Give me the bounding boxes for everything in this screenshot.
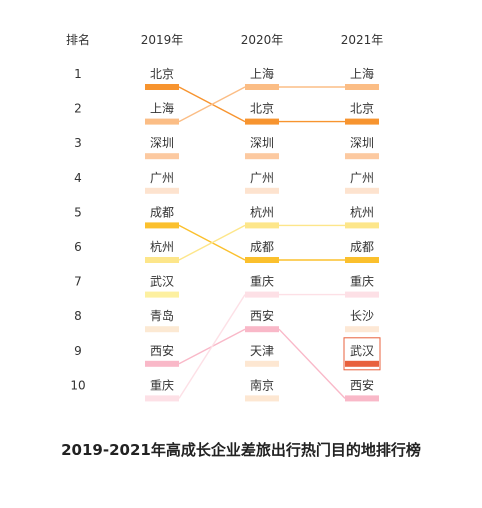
- rank-bar: [245, 118, 279, 125]
- rank-column-header: 排名: [66, 32, 90, 47]
- chart-title: 2019-2021年高成长企业差旅出行热门目的地排行榜: [61, 441, 421, 459]
- rank-label: 10: [70, 378, 85, 392]
- rank-label: 4: [74, 171, 82, 185]
- rank-bar: [145, 222, 179, 229]
- rank-bar: [145, 291, 179, 298]
- rank-bar: [245, 257, 279, 263]
- rank-bar: [145, 153, 179, 160]
- rank-bar: [245, 84, 279, 90]
- city-label: 上海: [250, 66, 274, 81]
- city-label: 深圳: [350, 136, 374, 150]
- rank-label: 8: [74, 309, 82, 323]
- city-label: 杭州: [150, 239, 174, 254]
- flow-line: [178, 224, 246, 261]
- city-label: 南京: [250, 377, 274, 392]
- city-label: 重庆: [350, 275, 374, 289]
- rank-label: 2: [74, 102, 82, 116]
- city-label: 深圳: [250, 136, 274, 150]
- rank-bar: [145, 187, 179, 194]
- city-label: 北京: [350, 102, 374, 116]
- rank-bar: [245, 153, 279, 160]
- city-label: 北京: [250, 102, 274, 116]
- city-label: 广州: [350, 171, 374, 185]
- rank-bar: [345, 222, 379, 229]
- rank-bar: [345, 291, 379, 298]
- year-headers: 2019年 2020年 2021年: [141, 33, 384, 47]
- city-label: 北京: [150, 67, 174, 81]
- city-label: 广州: [150, 171, 174, 185]
- rank-labels: 1 2 3 4 5 6 7 8 9 10: [70, 67, 85, 392]
- rank-bar: [245, 291, 279, 298]
- city-label: 重庆: [150, 378, 174, 392]
- city-label: 成都: [150, 205, 174, 219]
- rank-bar: [145, 118, 179, 125]
- city-label: 青岛: [150, 308, 174, 323]
- rank-bar: [345, 395, 379, 402]
- flow-line: [178, 86, 246, 123]
- city-label: 西安: [250, 308, 274, 323]
- rank-label: 3: [74, 136, 82, 150]
- rank-label: 9: [74, 344, 82, 358]
- rank-bar: [345, 360, 379, 367]
- rank-bar: [245, 326, 279, 333]
- rank-bar: [145, 84, 179, 90]
- rank-bar: [145, 257, 179, 263]
- highlight-box: [343, 337, 381, 371]
- rank-bars: [145, 84, 381, 402]
- city-labels: 北京上海深圳广州成都杭州武汉青岛西安重庆上海北京深圳广州杭州成都重庆西安天津南京…: [150, 66, 374, 392]
- rank-label: 6: [74, 240, 82, 254]
- rank-bar: [245, 222, 279, 229]
- rank-bar: [145, 360, 179, 367]
- city-label: 重庆: [250, 275, 274, 289]
- city-label: 成都: [350, 240, 374, 254]
- rank-bar: [145, 326, 179, 333]
- flow-line: [278, 328, 346, 399]
- rank-bar: [345, 187, 379, 194]
- flow-line: [178, 294, 246, 399]
- rank-label: 7: [74, 275, 82, 289]
- city-label: 成都: [250, 240, 274, 254]
- city-label: 广州: [250, 171, 274, 185]
- year-header: 2021年: [341, 33, 384, 47]
- rank-bar: [245, 187, 279, 194]
- flow-lines: [178, 86, 346, 399]
- city-label: 杭州: [350, 204, 374, 219]
- city-label: 天津: [250, 344, 274, 358]
- city-label: 上海: [350, 66, 374, 81]
- city-label: 深圳: [150, 136, 174, 150]
- city-label: 武汉: [150, 275, 174, 289]
- rank-label: 5: [74, 205, 82, 219]
- rank-bar: [245, 360, 279, 367]
- year-header: 2019年: [141, 33, 184, 47]
- city-label: 上海: [150, 101, 174, 116]
- rank-bar: [345, 257, 379, 263]
- city-label: 长沙: [350, 309, 374, 323]
- rank-bar: [245, 395, 279, 402]
- rank-bar: [345, 84, 379, 90]
- city-label: 西安: [350, 377, 374, 392]
- rank-bar: [345, 326, 379, 333]
- year-header: 2020年: [241, 33, 284, 47]
- city-label: 杭州: [250, 204, 274, 219]
- city-label: 武汉: [350, 344, 374, 358]
- city-label: 西安: [150, 343, 174, 358]
- rank-bar: [345, 153, 379, 160]
- rank-bar: [345, 118, 379, 125]
- rank-label: 1: [74, 67, 82, 81]
- rank-bar: [145, 395, 179, 402]
